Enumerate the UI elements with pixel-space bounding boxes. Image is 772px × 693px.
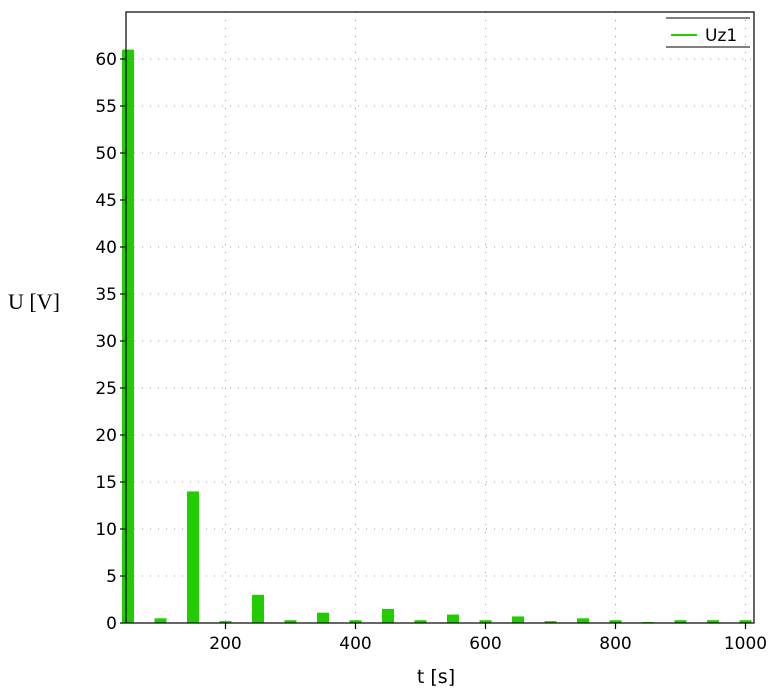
y-tick-label: 5 bbox=[106, 567, 117, 587]
y-tick-label: 55 bbox=[95, 97, 117, 117]
bar bbox=[544, 621, 557, 623]
bar bbox=[479, 620, 492, 623]
y-tick-label: 60 bbox=[95, 50, 117, 70]
bar bbox=[447, 614, 459, 623]
bar bbox=[414, 620, 427, 623]
bar bbox=[219, 621, 232, 623]
legend: Uz1 bbox=[666, 17, 750, 48]
bar bbox=[284, 620, 297, 623]
x-axis: 200 400 600 800 1000 bbox=[209, 623, 767, 654]
y-tick-label: 30 bbox=[95, 332, 117, 352]
x-tick-label: 600 bbox=[469, 634, 501, 654]
y-tick-label: 20 bbox=[95, 426, 117, 446]
y-tick-label: 45 bbox=[95, 191, 117, 211]
x-tick-label: 200 bbox=[209, 634, 241, 654]
bar bbox=[674, 620, 687, 623]
y-tick-label: 35 bbox=[95, 285, 117, 305]
bar bbox=[577, 618, 589, 623]
plot-frame bbox=[125, 11, 755, 624]
y-tick-label: 15 bbox=[95, 473, 117, 493]
plot-background bbox=[126, 12, 754, 623]
bar bbox=[252, 594, 264, 623]
bar bbox=[122, 49, 134, 624]
bar bbox=[739, 620, 752, 623]
bar bbox=[707, 620, 719, 623]
bar bbox=[317, 612, 329, 623]
x-tick-label: 1000 bbox=[724, 634, 767, 654]
bar bbox=[349, 620, 362, 623]
y-axis-label: U [V] bbox=[8, 289, 60, 314]
y-tick-label: 50 bbox=[95, 144, 117, 164]
y-tick-label: 40 bbox=[95, 238, 117, 258]
grid bbox=[126, 12, 754, 623]
bars bbox=[122, 49, 752, 624]
x-axis-label: t [s] bbox=[417, 666, 455, 688]
y-tick-label: 10 bbox=[95, 520, 117, 540]
y-tick-label: 0 bbox=[106, 614, 117, 634]
y-axis: 0 5 10 15 20 25 30 35 40 45 50 55 60 bbox=[95, 50, 126, 634]
legend-label: Uz1 bbox=[705, 26, 737, 46]
bar bbox=[154, 618, 167, 623]
x-tick-label: 400 bbox=[339, 634, 371, 654]
y-tick-label: 25 bbox=[95, 379, 117, 399]
bar bbox=[187, 491, 199, 623]
x-tick-label: 800 bbox=[599, 634, 631, 654]
bar bbox=[382, 608, 394, 623]
bar bbox=[512, 616, 524, 623]
bar bbox=[609, 620, 622, 623]
